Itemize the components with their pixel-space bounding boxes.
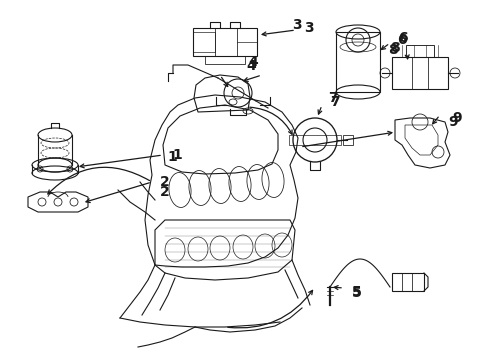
Text: 3: 3 — [293, 18, 302, 32]
Bar — [406, 45, 434, 57]
Bar — [193, 32, 215, 52]
Text: 1: 1 — [172, 148, 182, 162]
Text: 2: 2 — [160, 185, 170, 199]
Bar — [289, 135, 341, 145]
Text: 2: 2 — [160, 175, 170, 189]
Text: 1: 1 — [167, 150, 177, 164]
Text: 9: 9 — [452, 111, 462, 125]
Text: 7: 7 — [328, 91, 338, 105]
Bar — [392, 273, 424, 291]
Text: 6: 6 — [397, 33, 407, 47]
Bar — [392, 57, 448, 89]
Text: 5: 5 — [352, 286, 362, 300]
Text: 3: 3 — [304, 21, 314, 35]
Text: 6: 6 — [398, 31, 408, 45]
Text: 8: 8 — [388, 43, 398, 57]
Bar — [336, 32, 380, 92]
Bar — [205, 56, 245, 64]
Text: 8: 8 — [390, 41, 400, 55]
Bar — [193, 28, 257, 56]
Text: 9: 9 — [448, 115, 458, 129]
Bar — [343, 135, 353, 145]
Text: 5: 5 — [352, 285, 362, 299]
Text: 4: 4 — [248, 55, 258, 69]
Text: 7: 7 — [330, 95, 340, 109]
Text: 4: 4 — [246, 59, 256, 73]
